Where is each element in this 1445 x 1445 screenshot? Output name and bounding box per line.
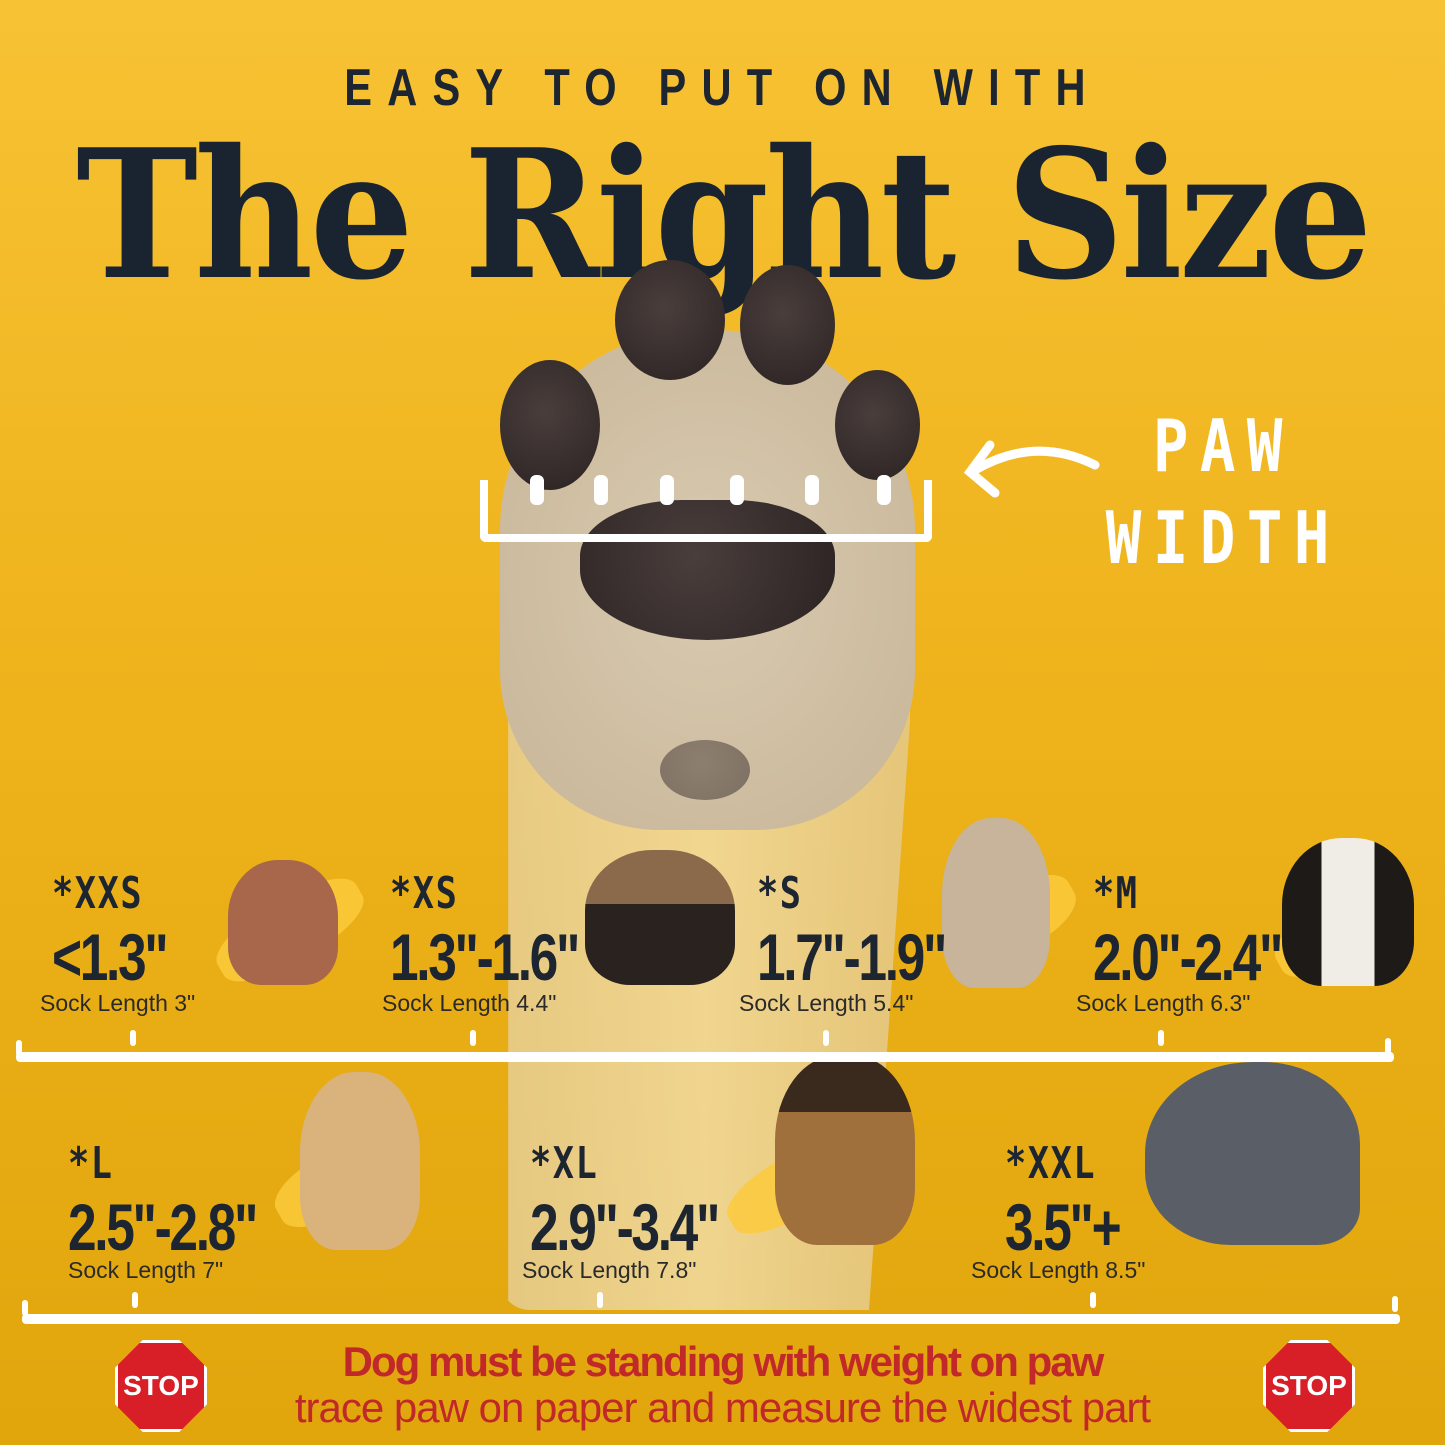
yorkie-image: [585, 850, 735, 985]
size-scale-row2: [22, 1314, 1400, 1324]
paw-width-ruler: [480, 480, 932, 542]
chihuahua-image: [228, 860, 338, 985]
paw-width-label: PAW WIDTH: [1105, 404, 1341, 580]
sock-length-xxs: Sock Length 3": [40, 990, 196, 1016]
bernese-image: [1282, 838, 1414, 986]
kicker-text: EASY TO PUT ON WITH: [344, 59, 1101, 117]
size-xl: *XL 2.9"-3.4": [530, 1138, 720, 1264]
great-dane-image: [1145, 1062, 1360, 1245]
size-s: *S 1.7"-1.9": [757, 868, 947, 994]
french-bulldog-image: [942, 818, 1050, 988]
size-xs: *XS 1.3"-1.6": [390, 868, 580, 994]
arrow-left-icon: [963, 440, 1100, 498]
sock-length-xl: Sock Length 7.8": [522, 1257, 697, 1283]
sock-length-l: Sock Length 7": [68, 1257, 224, 1283]
sock-length-m: Sock Length 6.3": [1076, 990, 1251, 1016]
sock-length-xs: Sock Length 4.4": [382, 990, 557, 1016]
page-title: The Right Size: [76, 110, 1372, 319]
german-shepherd-image: [775, 1055, 915, 1245]
size-scale-row1: [16, 1052, 1394, 1062]
size-xxs: *XXS <1.3": [52, 868, 169, 994]
golden-retriever-image: [300, 1072, 420, 1250]
sock-length-xxl: Sock Length 8.5": [971, 1257, 1146, 1283]
warning-instruction: trace paw on paper and measure the wides…: [294, 1384, 1151, 1431]
warning-headline: Dog must be standing with weight on paw: [342, 1338, 1105, 1385]
stop-sign-icon: STOP: [115, 1340, 207, 1432]
sock-length-s: Sock Length 5.4": [739, 990, 914, 1016]
size-l: *L 2.5"-2.8": [68, 1138, 258, 1264]
size-m: *M 2.0"-2.4": [1093, 868, 1283, 994]
size-xxl: *XXL 3.5"+: [1005, 1138, 1122, 1264]
stop-sign-icon: STOP: [1263, 1340, 1355, 1432]
